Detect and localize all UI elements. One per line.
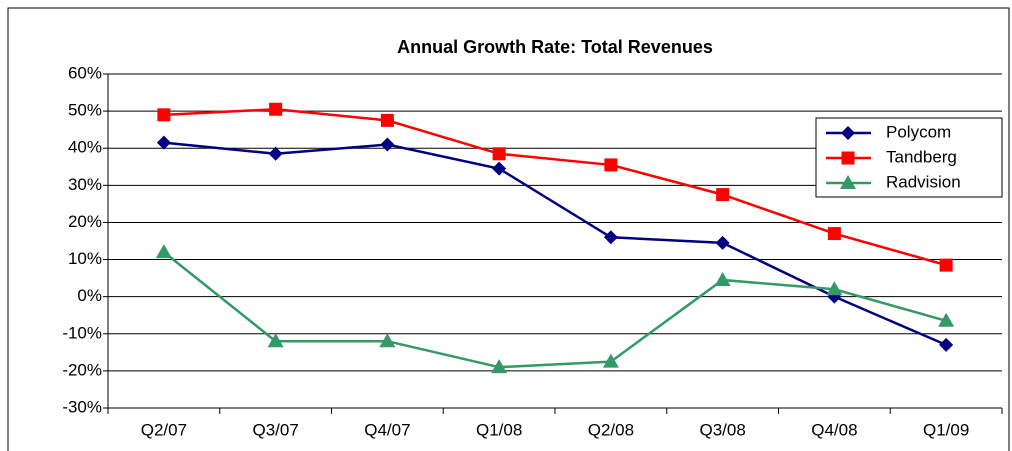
x-tick-label: Q4/07 bbox=[364, 420, 410, 439]
data-point bbox=[269, 102, 283, 116]
y-tick-label: 60% bbox=[68, 63, 102, 82]
x-tick-label: Q1/09 bbox=[923, 420, 969, 439]
x-tick-label: Q3/07 bbox=[252, 420, 298, 439]
data-point bbox=[379, 333, 396, 348]
data-point bbox=[380, 137, 395, 152]
y-tick-label: 50% bbox=[68, 101, 102, 120]
chart-title: Annual Growth Rate: Total Revenues bbox=[397, 37, 713, 57]
data-point bbox=[939, 337, 954, 352]
data-point bbox=[492, 161, 507, 176]
data-point bbox=[716, 188, 730, 202]
x-tick-label: Q1/08 bbox=[476, 420, 522, 439]
legend-label: Polycom bbox=[886, 122, 951, 141]
data-point bbox=[939, 258, 953, 272]
y-tick-label: 20% bbox=[68, 212, 102, 231]
y-tick-label: -20% bbox=[62, 360, 102, 379]
data-point bbox=[604, 158, 618, 172]
y-tick-label: 30% bbox=[68, 175, 102, 194]
data-point bbox=[268, 146, 283, 161]
chart-frame bbox=[7, 7, 1010, 451]
legend-marker bbox=[841, 126, 855, 140]
legend-label: Tandberg bbox=[886, 147, 957, 166]
y-tick-label: 0% bbox=[77, 286, 102, 305]
data-point bbox=[827, 227, 841, 241]
data-point bbox=[715, 235, 730, 250]
data-point bbox=[156, 135, 171, 150]
data-point bbox=[938, 312, 955, 327]
data-point bbox=[603, 230, 618, 245]
y-tick-label: -10% bbox=[62, 323, 102, 342]
data-point bbox=[492, 147, 506, 161]
y-tick-label: -30% bbox=[62, 397, 102, 416]
series-line bbox=[163, 108, 947, 267]
x-tick-label: Q3/08 bbox=[699, 420, 745, 439]
x-tick-label: Q2/07 bbox=[141, 420, 187, 439]
y-tick-label: 40% bbox=[68, 138, 102, 157]
data-point bbox=[155, 244, 172, 259]
legend-marker bbox=[841, 151, 855, 165]
data-point bbox=[602, 353, 619, 368]
data-point bbox=[826, 281, 843, 296]
series-line bbox=[163, 251, 947, 369]
data-point bbox=[380, 113, 394, 127]
data-point bbox=[714, 271, 731, 286]
data-point bbox=[157, 108, 171, 122]
y-tick-label: 10% bbox=[68, 249, 102, 268]
legend-label: Radvision bbox=[886, 172, 961, 191]
data-point bbox=[491, 359, 508, 374]
x-tick-label: Q4/08 bbox=[811, 420, 857, 439]
x-tick-label: Q2/08 bbox=[588, 420, 634, 439]
data-point bbox=[267, 333, 284, 348]
legend-marker bbox=[840, 175, 856, 189]
